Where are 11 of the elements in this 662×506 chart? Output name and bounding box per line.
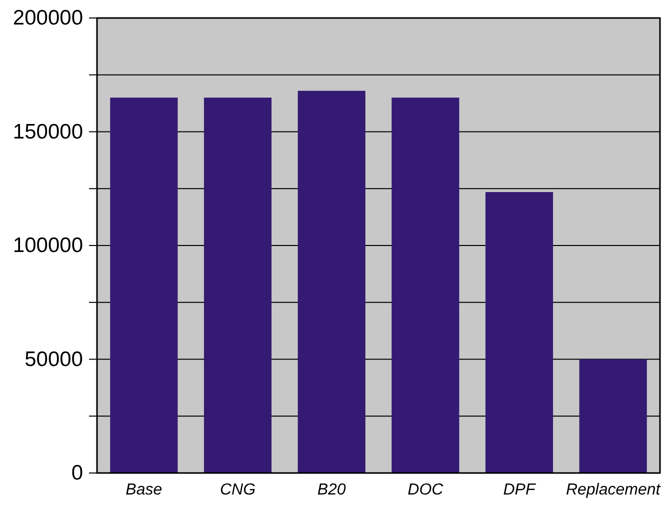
y-tick-label: 50000 bbox=[24, 348, 83, 371]
y-tick-label: 150000 bbox=[12, 120, 83, 144]
y-tick-label: 0 bbox=[71, 462, 83, 485]
x-tick-label: B20 bbox=[317, 481, 346, 498]
x-tick-label: DOC bbox=[408, 481, 444, 498]
y-tick-label: 200000 bbox=[12, 6, 83, 30]
x-tick-label: CNG bbox=[220, 481, 256, 498]
x-tick-label: Replacement bbox=[566, 481, 661, 498]
x-tick-label: Base bbox=[126, 481, 162, 498]
x-tick-label: DPF bbox=[503, 481, 536, 498]
y-tick-label: 100000 bbox=[12, 234, 83, 258]
